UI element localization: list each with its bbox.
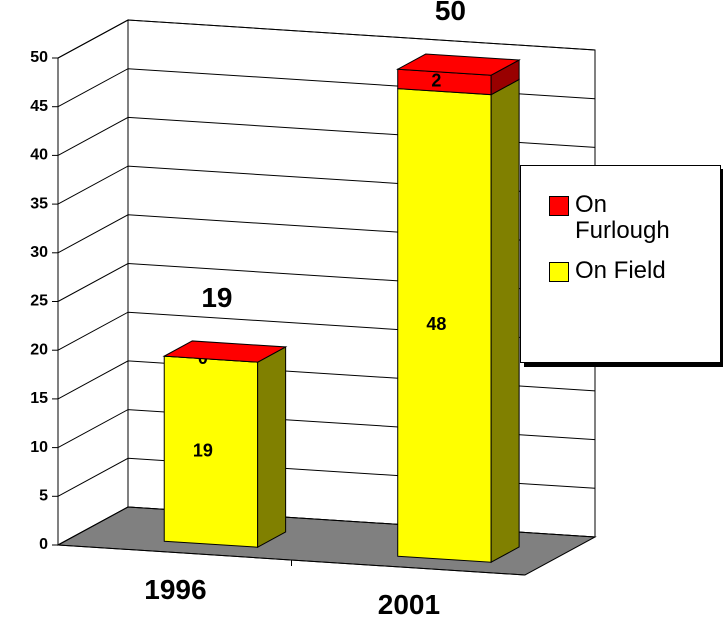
y-tick-label: 15 [30,390,48,407]
y-tick-label: 50 [30,49,48,66]
y-tick-label: 35 [30,195,48,212]
y-tick-label: 30 [30,244,48,261]
grid-line [57,19,596,59]
bar-top [395,53,521,76]
legend-item: On Furlough [549,192,720,244]
legend-swatch [549,196,569,216]
legend-swatch [549,262,569,282]
bar-side [257,346,287,549]
x-tick-label: 1996 [144,574,206,605]
value-label: 19 [193,440,213,460]
y-tick-label: 0 [39,536,48,553]
y-tick-label: 20 [30,341,48,358]
bar-side [490,78,520,564]
value-label: 2 [431,71,441,91]
legend-label: On Field [575,257,666,284]
y-tick-label: 40 [30,147,48,164]
total-label: 19 [201,282,232,313]
total-label: 50 [435,0,466,26]
legend: On Furlough On Field [520,165,721,363]
y-tick-label: 25 [30,293,48,310]
y-tick-label: 10 [30,439,48,456]
legend-item: On Field [549,258,720,284]
value-label: 48 [426,314,446,334]
x-tick-label: 2001 [378,589,440,620]
y-tick-label: 5 [39,488,48,505]
legend-label: On Furlough [575,191,670,244]
bar-top [162,340,288,363]
y-tick-label: 45 [30,98,48,115]
